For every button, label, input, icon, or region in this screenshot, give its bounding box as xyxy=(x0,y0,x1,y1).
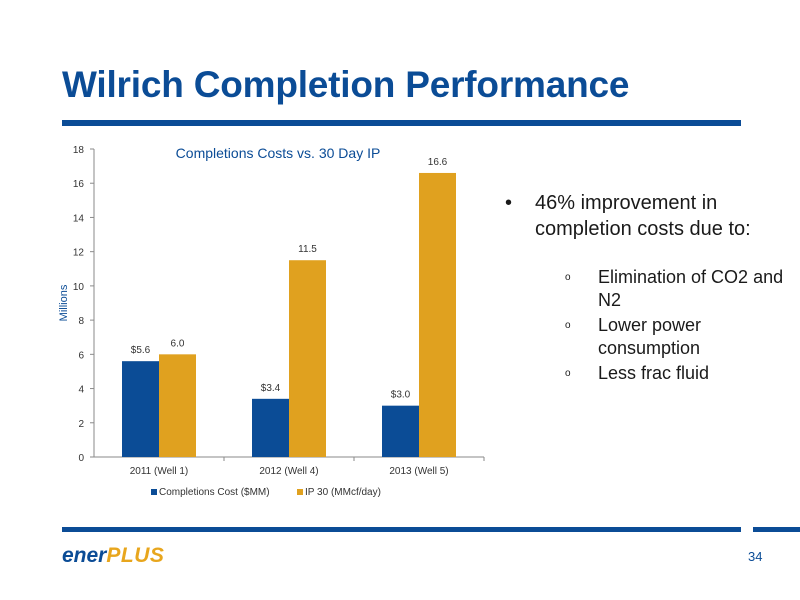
title-rule xyxy=(62,120,741,126)
data-label: 16.6 xyxy=(428,157,448,168)
x-tick-label: 2012 (Well 4) xyxy=(259,466,318,477)
data-label: 11.5 xyxy=(298,244,317,255)
slide-title: Wilrich Completion Performance xyxy=(62,64,630,105)
legend-label: IP 30 (MMcf/day) xyxy=(305,487,381,498)
bullet-marker: • xyxy=(505,192,513,214)
enerplus-logo: enerPLUS xyxy=(62,544,165,567)
legend-swatch xyxy=(297,489,303,495)
sub-bullet: o Less frac fluid xyxy=(505,362,795,385)
bar-cost xyxy=(122,361,159,457)
data-label: $3.4 xyxy=(261,383,281,394)
sub-bullet: o Lower power consumption xyxy=(505,314,795,360)
sub-bullet-text: Elimination of CO2 and N2 xyxy=(598,267,784,310)
y-tick-label: 12 xyxy=(73,248,85,259)
sub-bullet-list: o Elimination of CO2 and N2 o Lower power … xyxy=(505,266,795,385)
bar-ip30 xyxy=(289,260,326,457)
bar-ip30 xyxy=(159,354,196,457)
y-tick-label: 16 xyxy=(73,179,85,190)
sub-bullet-marker: o xyxy=(565,368,571,379)
page-number: 34 xyxy=(748,549,763,564)
y-tick-label: 2 xyxy=(78,419,84,430)
legend-swatch xyxy=(151,489,157,495)
legend-label: Completions Cost ($MM) xyxy=(159,487,270,498)
y-tick-label: 4 xyxy=(78,385,84,396)
bar-cost xyxy=(252,398,289,457)
main-bullet: • 46% improvement in completion costs du… xyxy=(505,190,795,242)
main-bullet-text: 46% improvement in completion costs due … xyxy=(535,192,751,240)
y-tick-label: 18 xyxy=(73,145,85,156)
bar-cost xyxy=(382,405,419,457)
x-tick-label: 2011 (Well 1) xyxy=(130,466,189,477)
y-tick-label: 10 xyxy=(73,282,85,293)
y-tick-label: 8 xyxy=(78,316,84,327)
bar-chart: 0 2 4 6 8 10 12 14 16 18 Millions Completions Costs… xyxy=(58,145,485,498)
sub-bullet-marker: o xyxy=(565,272,571,283)
y-tick-label: 14 xyxy=(73,213,85,224)
chart-title: Completions Costs vs. 30 Day IP xyxy=(176,145,381,161)
x-tick-label: 2013 (Well 5) xyxy=(389,466,448,477)
footer-rule-right xyxy=(753,527,800,532)
sub-bullet-text: Lower power consumption xyxy=(598,315,702,358)
sub-bullet-marker: o xyxy=(565,320,571,331)
bar-ip30 xyxy=(419,172,456,457)
data-label: $3.0 xyxy=(391,390,411,401)
bullet-list: • 46% improvement in completion costs du… xyxy=(505,190,795,387)
y-axis-label: Millions xyxy=(58,284,70,321)
sub-bullet-text: Less frac fluid xyxy=(598,363,710,383)
y-tick-label: 0 xyxy=(78,453,84,464)
y-tick-label: 6 xyxy=(78,350,84,361)
data-label: $5.6 xyxy=(131,345,151,356)
footer-rule xyxy=(62,527,741,532)
sub-bullet: o Elimination of CO2 and N2 xyxy=(505,266,795,312)
data-label: 6.0 xyxy=(171,338,185,349)
